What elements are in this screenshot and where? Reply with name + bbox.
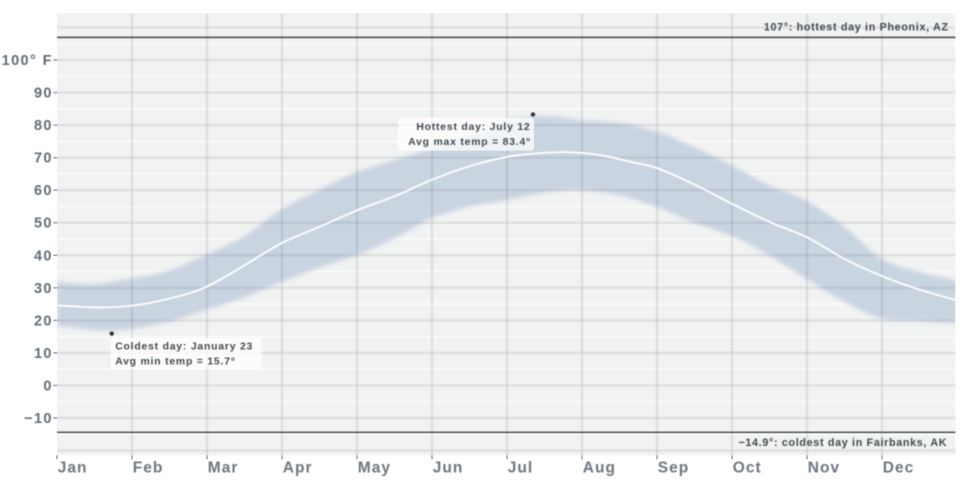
svg-text:−14.9°: coldest day in Fairban: −14.9°: coldest day in Fairbanks, AK — [738, 437, 947, 449]
svg-text:May: May — [358, 460, 391, 477]
svg-text:Oct: Oct — [733, 460, 762, 477]
svg-text:Jan: Jan — [58, 460, 88, 477]
svg-text:107°: hottest day in Pheonix,: 107°: hottest day in Pheonix, AZ — [764, 22, 949, 34]
svg-text:20: 20 — [34, 313, 53, 329]
svg-text:0: 0 — [43, 378, 52, 394]
svg-text:Jul: Jul — [508, 460, 533, 477]
svg-text:50: 50 — [34, 216, 53, 232]
svg-text:Apr: Apr — [283, 460, 313, 477]
svg-text:Avg max temp = 83.4°: Avg max temp = 83.4° — [408, 137, 531, 148]
svg-text:90: 90 — [34, 86, 53, 102]
svg-text:40: 40 — [34, 248, 53, 264]
svg-text:Coldest day: January 23: Coldest day: January 23 — [115, 341, 253, 352]
svg-text:Aug: Aug — [583, 460, 616, 477]
svg-text:80: 80 — [34, 118, 53, 134]
svg-text:−10: −10 — [24, 411, 53, 427]
svg-text:Feb: Feb — [133, 460, 164, 477]
svg-text:Dec: Dec — [883, 460, 914, 477]
svg-text:30: 30 — [34, 281, 53, 297]
svg-text:70: 70 — [34, 151, 53, 167]
svg-text:Mar: Mar — [208, 460, 239, 477]
svg-text:Jun: Jun — [433, 460, 464, 477]
svg-text:60: 60 — [34, 183, 53, 199]
svg-text:Hottest day: July 12: Hottest day: July 12 — [416, 122, 530, 133]
svg-text:Sep: Sep — [658, 460, 689, 477]
svg-text:Avg min temp = 15.7°: Avg min temp = 15.7° — [115, 356, 236, 367]
svg-text:100° F: 100° F — [2, 53, 53, 69]
svg-text:10: 10 — [34, 346, 53, 362]
svg-text:Nov: Nov — [808, 460, 840, 477]
